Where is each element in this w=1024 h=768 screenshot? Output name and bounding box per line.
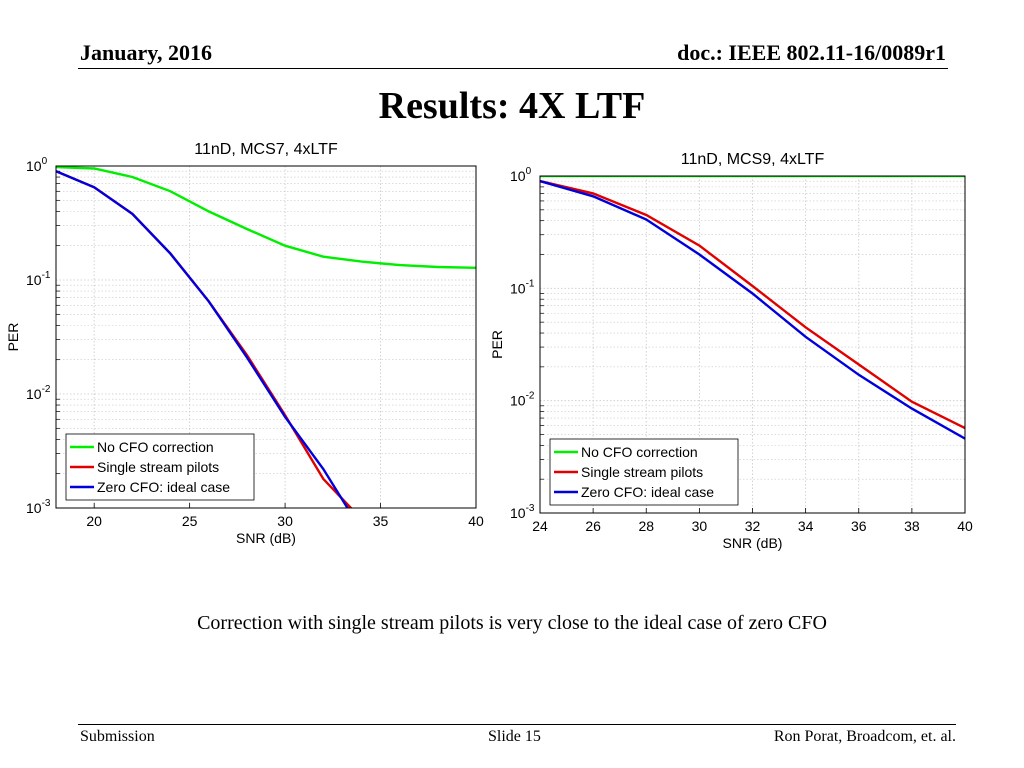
- series-line: [540, 179, 965, 440]
- header-doc-id: doc.: IEEE 802.11-16/0089r1: [677, 40, 946, 65]
- y-tick-label: 10-2: [26, 384, 51, 402]
- legend-box: [549, 438, 739, 506]
- series-line: [540, 179, 965, 430]
- footer-slide-number: Slide 15: [488, 728, 541, 745]
- x-tick-label: 34: [798, 518, 814, 534]
- legend-label: Single stream pilots: [97, 459, 219, 475]
- x-tick-label: 28: [638, 518, 654, 534]
- x-tick-label: 36: [851, 518, 867, 534]
- header-date: January, 2016: [80, 40, 213, 65]
- chart-title: 11nD, MCS7, 4xLTF: [194, 141, 338, 158]
- x-tick-label: 30: [692, 518, 708, 534]
- y-axis-label: PER: [5, 323, 21, 352]
- chart-mcs7: 100 10-1 10-2 10-3 20 25 30 35 40 11nD, MCS7, 4xL…: [5, 141, 484, 546]
- legend-label: Zero CFO: ideal case: [581, 484, 714, 500]
- y-tick-label: 10-1: [510, 278, 535, 296]
- x-tick-label: 40: [957, 518, 973, 534]
- y-axis-label: PER: [489, 330, 505, 359]
- series-line: [56, 166, 476, 269]
- y-tick-label: 10-3: [510, 503, 535, 521]
- slide-title: Results: 4X LTF: [378, 85, 646, 127]
- x-tick-label: 38: [904, 518, 920, 534]
- x-tick-label: 20: [86, 513, 102, 529]
- legend-label: No CFO correction: [97, 439, 214, 455]
- x-tick-label: 24: [532, 518, 548, 534]
- legend-label: Single stream pilots: [581, 464, 703, 480]
- legend-label: No CFO correction: [581, 444, 698, 460]
- chart-title: 11nD, MCS9, 4xLTF: [681, 151, 825, 168]
- legend-box: [65, 433, 255, 501]
- legend-label: Zero CFO: ideal case: [97, 479, 230, 495]
- y-tick-label: 100: [510, 166, 532, 184]
- series-line: [56, 170, 349, 508]
- y-tick-label: 100: [26, 156, 48, 174]
- x-axis-label: SNR (dB): [236, 530, 296, 546]
- footer-author: Ron Porat, Broadcom, et. al.: [773, 728, 956, 745]
- axes-frame: [539, 175, 966, 514]
- y-tick-label: 10-3: [26, 498, 51, 516]
- footer-divider: [78, 724, 956, 725]
- chart-mcs9: 100 10-1 10-2 10-324 26 28 30 32 34 36 38 40 11nD, M…: [489, 151, 973, 551]
- x-axis-label: SNR (dB): [723, 535, 783, 551]
- x-tick-label: 35: [373, 513, 389, 529]
- y-tick-label: 10-2: [510, 391, 535, 409]
- footer-submission: Submission: [80, 728, 155, 745]
- axes-frame: [55, 165, 477, 509]
- x-tick-label: 32: [745, 518, 761, 534]
- header-divider: [78, 68, 948, 69]
- slide-caption: Correction with single stream pilots is …: [197, 612, 827, 634]
- x-tick-label: 30: [277, 513, 293, 529]
- x-tick-label: 25: [182, 513, 198, 529]
- x-tick-label: 40: [468, 513, 484, 529]
- x-tick-label: 26: [585, 518, 601, 534]
- y-tick-label: 10-1: [26, 270, 51, 288]
